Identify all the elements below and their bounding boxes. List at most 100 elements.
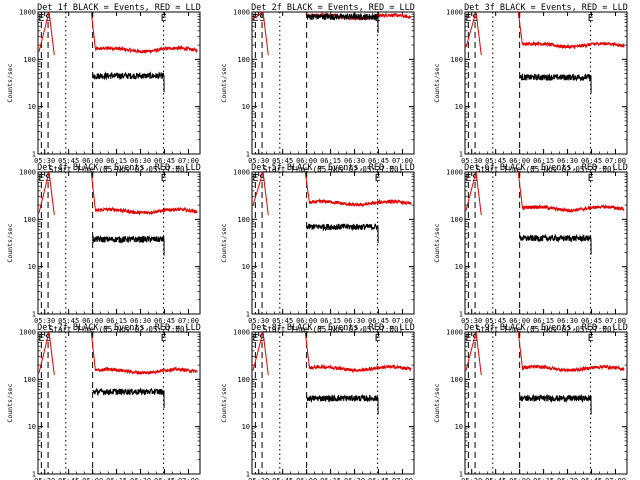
panel-8-ytick-label: 1 bbox=[246, 471, 250, 479]
panel-7-xtick-label: 06:45 bbox=[154, 477, 175, 480]
panel-8-ylabel: Counts/sec bbox=[220, 383, 228, 422]
panel-4-ytick-label: 1000 bbox=[19, 169, 36, 177]
panel-6-events-series bbox=[519, 233, 592, 255]
panel-1-marker-label: E bbox=[161, 13, 167, 24]
panel-7-xtick-label: 06:00 bbox=[82, 477, 103, 480]
panel-4-xtick-label: 06:45 bbox=[154, 317, 175, 325]
panel-4-marker-label: S bbox=[45, 173, 51, 184]
panel-6-lld-rise bbox=[465, 171, 482, 215]
panel-9-ytick-label: 1 bbox=[459, 471, 463, 479]
panel-3-marker-label: S bbox=[472, 13, 478, 24]
panel-1-xtick-label: 05:45 bbox=[58, 157, 79, 165]
panel-8-xtick-label: 05:30 bbox=[248, 477, 269, 480]
panel-9-events-series bbox=[519, 393, 592, 415]
panel-1-ytick-label: 1 bbox=[32, 151, 36, 159]
panel-4-xtick-label: 06:30 bbox=[130, 317, 151, 325]
panel-5-marker-label: E bbox=[252, 173, 258, 184]
panel-2-ytick-label: 10 bbox=[242, 103, 250, 111]
panel-3-xtick-label: 06:15 bbox=[533, 157, 554, 165]
panel-2-xtick-label: 06:45 bbox=[368, 157, 389, 165]
panel-2-xtick-label: 07:00 bbox=[392, 157, 413, 165]
panel-5-xtick-label: 06:45 bbox=[368, 317, 389, 325]
panel-7-frame bbox=[37, 331, 201, 475]
panel-4-ytick-label: 10 bbox=[28, 263, 36, 271]
panel-6-title: Det 6f BLACK = Events, RED = LLD bbox=[464, 163, 628, 173]
panel-9-xtick-label: 05:45 bbox=[485, 477, 506, 480]
panel-2-xtick-label: 06:30 bbox=[344, 157, 365, 165]
panel-5-frame bbox=[251, 171, 415, 315]
panel-3-xtick-label: 07:00 bbox=[605, 157, 626, 165]
panel-6-xlabel: Start Time (05-Nov-02 05:27:00) bbox=[476, 325, 616, 334]
panel-7-marker-label: E bbox=[161, 333, 167, 344]
panel-9-xtick-label: 06:30 bbox=[557, 477, 578, 480]
panel-5-xtick-label: 05:30 bbox=[248, 317, 269, 325]
panel-3-xlabel: Start Time (05-Nov-02 05:27:00) bbox=[476, 165, 616, 174]
panel-8-marker-label: E bbox=[252, 333, 258, 344]
panel-1-ytick-label: 100 bbox=[23, 56, 36, 64]
panel-3-xtick-label: 06:30 bbox=[557, 157, 578, 165]
panel-6-ytick-label: 1000 bbox=[446, 169, 463, 177]
panel-3-ytick-label: 100 bbox=[450, 56, 463, 64]
panel-3-events-series bbox=[519, 72, 592, 94]
panel-9-ytick-label: 1000 bbox=[446, 329, 463, 337]
panel-1-lld-rise bbox=[38, 11, 55, 55]
panel-1-ylabel: Counts/sec bbox=[6, 63, 14, 102]
panel-9-ytick-label: 100 bbox=[450, 376, 463, 384]
panel-5-title: Det 5f BLACK = Events, RED = LLD bbox=[251, 163, 415, 173]
panel-4-xtick-label: 05:45 bbox=[58, 317, 79, 325]
panel-1-frame bbox=[37, 11, 201, 155]
panel-8-marker-label: S bbox=[259, 333, 265, 344]
panel-4-events-series bbox=[92, 234, 165, 256]
panel-1-xlabel: Start Time (05-Nov-02 05:27:00) bbox=[49, 165, 189, 174]
panel-4-marker-label: E bbox=[38, 173, 44, 184]
panel-2-lld-rise bbox=[252, 11, 269, 55]
panel-1-title: Det 1f BLACK = Events, RED = LLD bbox=[37, 3, 201, 13]
panel-5-marker-label: E bbox=[375, 173, 381, 184]
panel-3-xtick-label: 05:45 bbox=[485, 157, 506, 165]
panel-9-ylabel: Counts/sec bbox=[433, 383, 441, 422]
panel-5-xtick-label: 06:15 bbox=[320, 317, 341, 325]
panel-1-lld-series bbox=[90, 11, 198, 55]
panel-8-xtick-label: 06:15 bbox=[320, 477, 341, 480]
panel-8-xtick-label: 06:00 bbox=[296, 477, 317, 480]
panel-5-ylabel: Counts/sec bbox=[220, 223, 228, 262]
panel-6-xtick-label: 05:45 bbox=[485, 317, 506, 325]
panel-2-ytick-label: 1 bbox=[246, 151, 250, 159]
panel-5-xtick-label: 06:00 bbox=[296, 317, 317, 325]
panel-2-ytick-label: 1000 bbox=[233, 9, 250, 17]
panel-3-frame bbox=[464, 11, 628, 155]
panel-1-marker-label: E bbox=[38, 13, 44, 24]
panel-4-xtick-label: 06:00 bbox=[82, 317, 103, 325]
panel-8-xtick-label: 07:00 bbox=[392, 477, 413, 480]
panel-2-ylabel: Counts/sec bbox=[220, 63, 228, 102]
panel-2-marker-label: S bbox=[259, 13, 265, 24]
panel-2-xtick-label: 06:15 bbox=[320, 157, 341, 165]
panel-7-xtick-label: 05:45 bbox=[58, 477, 79, 480]
panel-8-title: Det 8f BLACK = Events, RED = LLD bbox=[251, 323, 415, 333]
panel-6-ytick-label: 100 bbox=[450, 216, 463, 224]
panel-6-xtick-label: 05:30 bbox=[461, 317, 482, 325]
panel-5-ytick-label: 1 bbox=[246, 311, 250, 319]
panel-8-lld-series bbox=[304, 331, 412, 374]
panel-2-xtick-label: 05:45 bbox=[272, 157, 293, 165]
panel-3-title: Det 3f BLACK = Events, RED = LLD bbox=[464, 3, 628, 13]
panel-9-lld-rise bbox=[465, 331, 482, 375]
panel-9-marker-label: E bbox=[588, 333, 594, 344]
panel-7-ytick-label: 100 bbox=[23, 376, 36, 384]
panel-6-xtick-label: 06:45 bbox=[581, 317, 602, 325]
panel-8-ytick-label: 1000 bbox=[233, 329, 250, 337]
panel-7-ylabel: Counts/sec bbox=[6, 383, 14, 422]
panel-3-marker-label: E bbox=[465, 13, 471, 24]
panel-5-lld-rise bbox=[252, 171, 269, 215]
panel-9-xtick-label: 06:15 bbox=[533, 477, 554, 480]
panel-5-lld-series bbox=[304, 171, 412, 208]
panel-4-ytick-label: 1 bbox=[32, 311, 36, 319]
panel-6-xtick-label: 06:30 bbox=[557, 317, 578, 325]
panel-9-ytick-label: 10 bbox=[455, 423, 463, 431]
panel-3-lld-rise bbox=[465, 11, 482, 55]
panel-8-ytick-label: 100 bbox=[237, 376, 250, 384]
panel-6-marker-label: S bbox=[472, 173, 478, 184]
panel-8-ytick-label: 10 bbox=[242, 423, 250, 431]
panel-2-events-series bbox=[306, 12, 379, 34]
